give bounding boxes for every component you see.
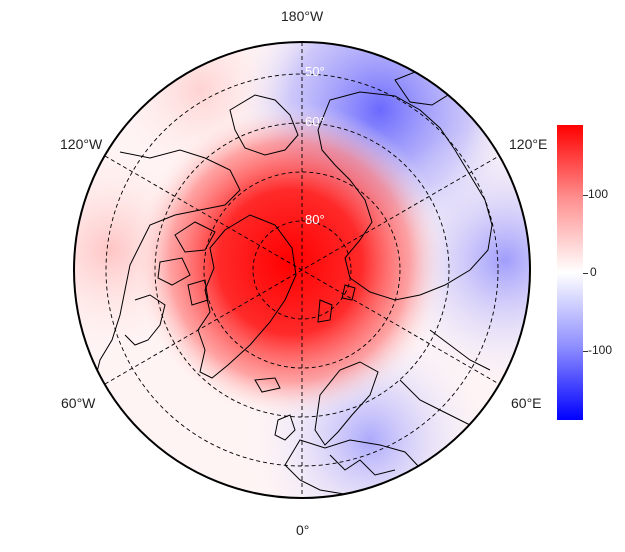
colorbar-tick (583, 273, 588, 274)
longitude-label-0: 0° (296, 522, 310, 538)
latitude-label-80: 80° (305, 212, 325, 227)
graticule (104, 42, 500, 498)
longitude-label-120w: 120°W (60, 136, 103, 152)
colorbar-tick-label: -100 (588, 343, 613, 357)
latitude-label-50: 50° (305, 64, 325, 79)
map-boundary (73, 41, 531, 499)
colorbar-tick-label: 0 (590, 265, 597, 279)
anomaly-field (74, 42, 530, 498)
longitude-label-120e: 120°E (509, 136, 548, 152)
longitude-label-60w: 60°W (61, 395, 96, 411)
longitude-label-180w: 180°W (281, 8, 324, 24)
colorbar-tick-label: 100 (588, 187, 609, 201)
longitude-label-60e: 60°E (511, 395, 542, 411)
latitude-label-60: 60° (305, 114, 325, 129)
colorbar (557, 125, 583, 420)
colorbar-tick (583, 351, 588, 352)
colorbar-tick (583, 195, 588, 196)
